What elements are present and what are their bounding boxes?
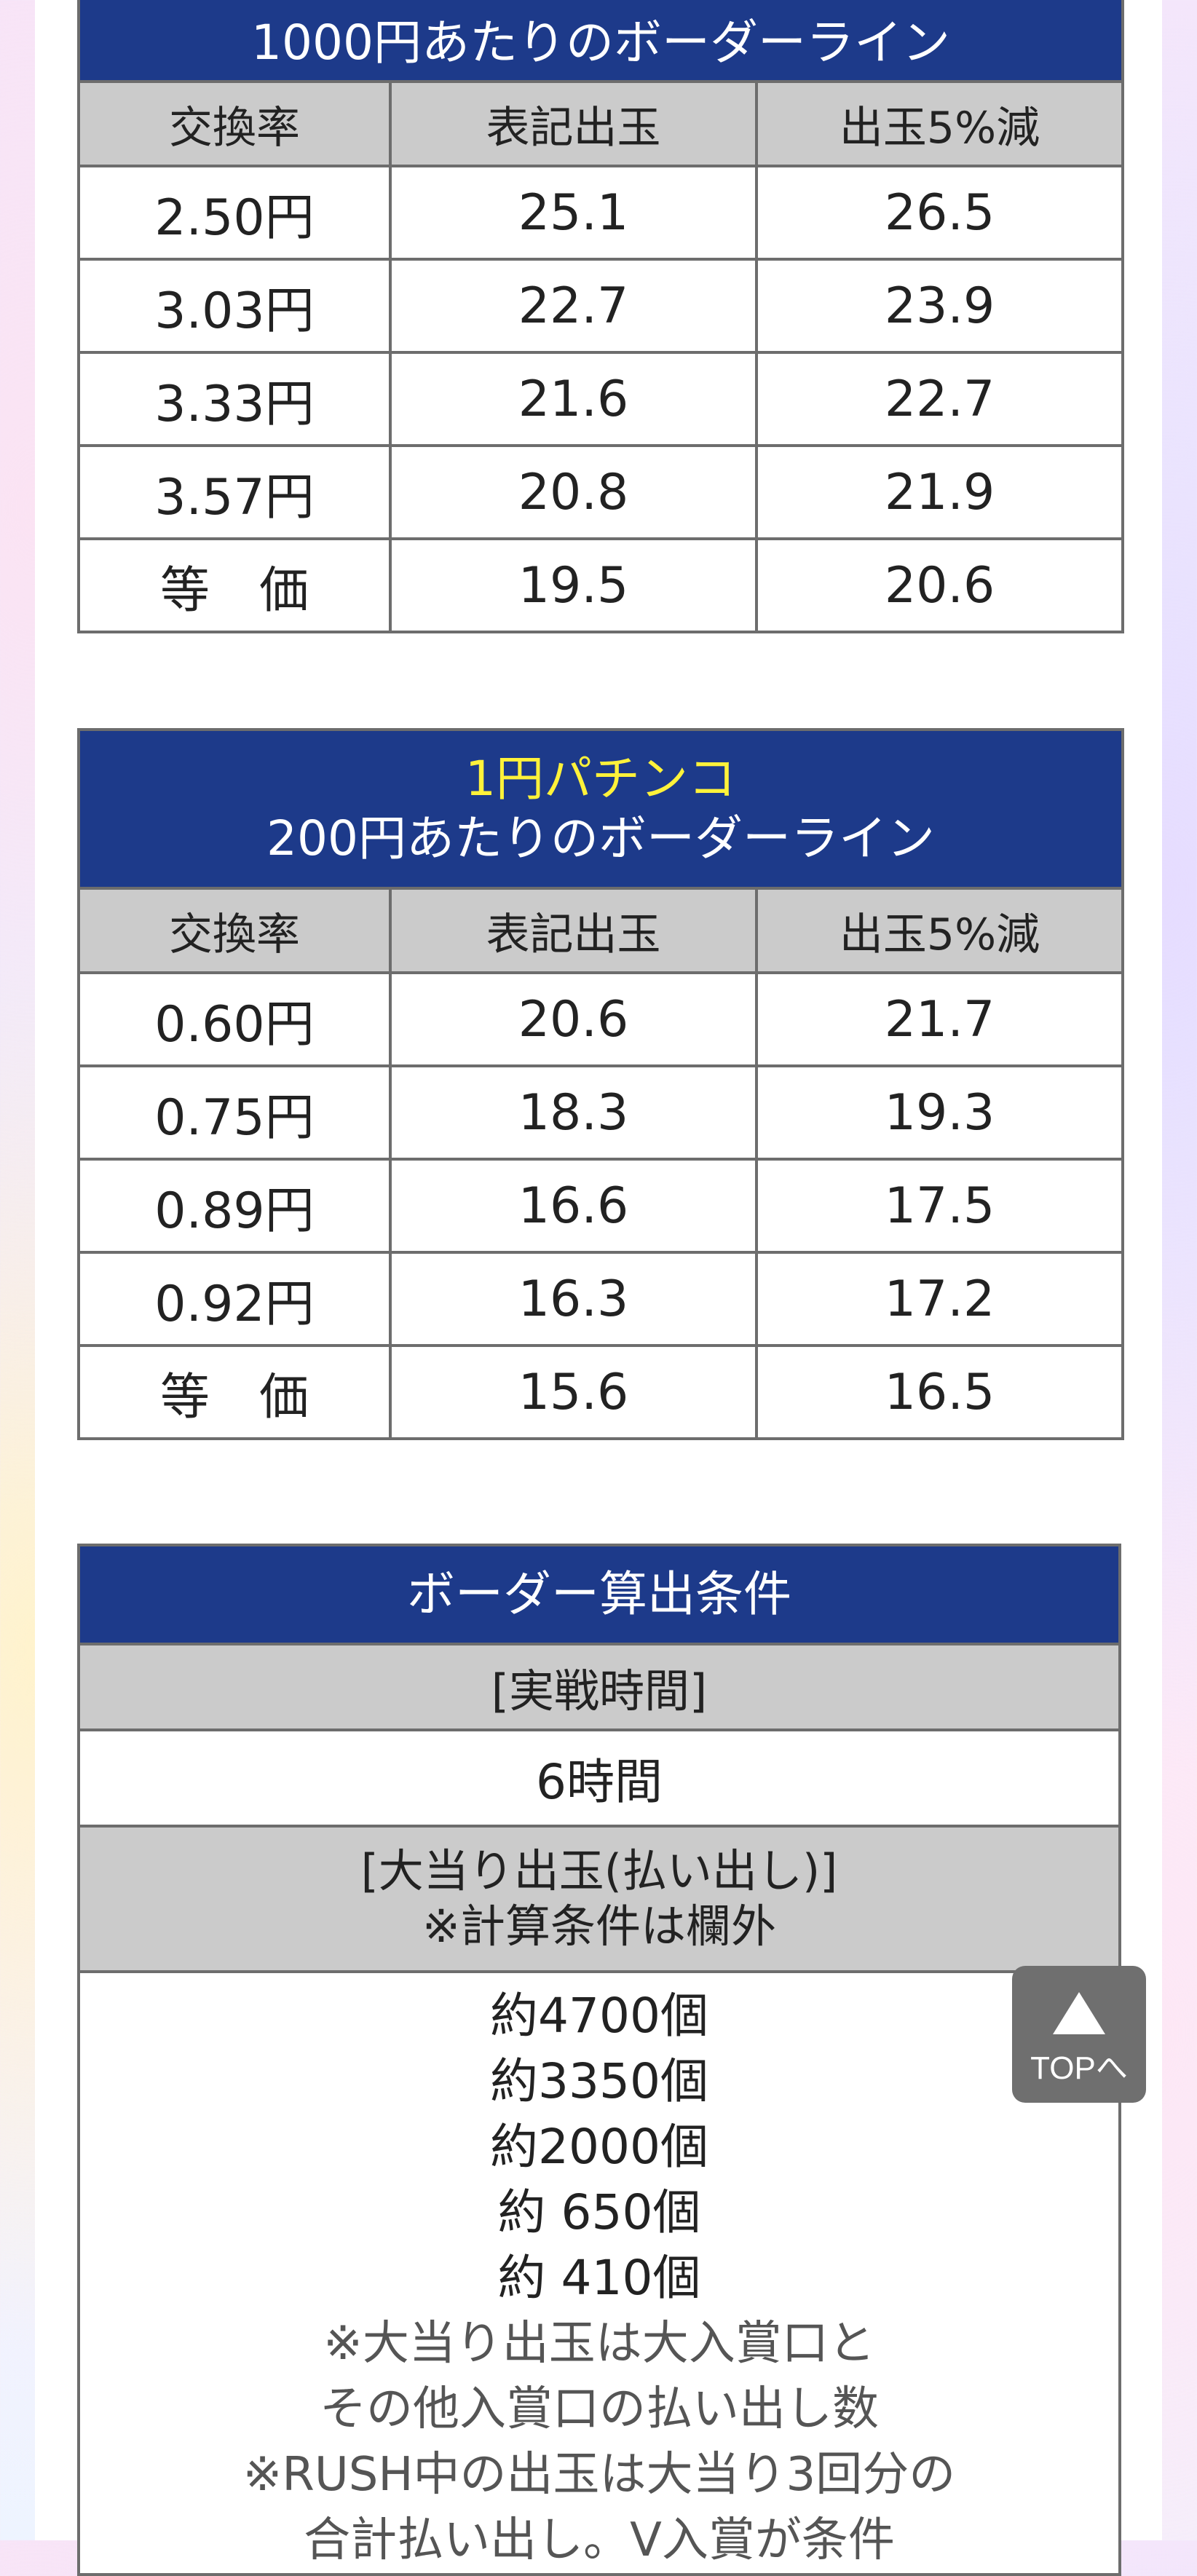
value-cell: 21.6 xyxy=(389,351,758,447)
value-cell: 25.1 xyxy=(389,165,758,261)
table-row: 0.60円 20.6 21.7 xyxy=(77,971,1124,1067)
table-row: 3.03円 22.7 23.9 xyxy=(77,258,1125,354)
payout-label: [大当り出玉(払い出し)] ※計算条件は欄外 xyxy=(77,1825,1121,1973)
column-header: 交換率 xyxy=(77,80,392,167)
value-cell: 19.5 xyxy=(389,537,758,633)
border-conditions-table: ボーダー算出条件 [実戦時間] 6時間 [大当り出玉(払い出し)] ※計算条件は… xyxy=(77,1544,1121,2576)
table-row: 0.89円 16.6 17.5 xyxy=(77,1158,1124,1254)
exchange-rate-cell: 0.89円 xyxy=(77,1158,392,1254)
value-cell: 22.7 xyxy=(389,258,758,354)
column-header: 交換率 xyxy=(77,887,392,974)
exchange-rate-cell: 等 価 xyxy=(77,537,392,633)
table-row: 3.33円 21.6 22.7 xyxy=(77,351,1125,447)
exchange-rate-cell: 3.33円 xyxy=(77,351,392,447)
value-cell: 23.9 xyxy=(754,258,1125,354)
payout-value: 約 650個 xyxy=(497,2184,701,2240)
conditions-title: ボーダー算出条件 xyxy=(77,1544,1121,1645)
value-cell: 21.9 xyxy=(754,444,1125,540)
table-row: 2.50円 25.1 26.5 xyxy=(77,165,1125,261)
exchange-rate-cell: 等 価 xyxy=(77,1344,392,1440)
table-title: 1000円あたりのボーダーライン xyxy=(76,0,1125,83)
value-cell: 18.3 xyxy=(389,1064,758,1161)
note-line: ※大当り出玉は大入賞口と xyxy=(323,2317,875,2371)
exchange-rate-cell: 3.57円 xyxy=(77,444,392,540)
value-cell: 19.3 xyxy=(755,1064,1124,1161)
table-title-sub: 200円あたりのボーダーライン xyxy=(266,810,935,866)
table-header-row: 交換率 表記出玉 出玉5%減 xyxy=(77,80,1125,167)
triangle-up-icon xyxy=(1053,1992,1105,2034)
value-cell: 16.5 xyxy=(755,1344,1124,1440)
table-row: 3.57円 20.8 21.9 xyxy=(77,444,1125,540)
value-cell: 21.7 xyxy=(755,971,1124,1067)
value-cell: 17.2 xyxy=(755,1251,1124,1347)
note-line: その他入賞口の払い出し数 xyxy=(320,2382,879,2436)
border-table-1yen-pachinko: 1円パチンコ 200円あたりのボーダーライン 交換率 表記出玉 出玉5%減 0.… xyxy=(77,728,1124,1440)
value-cell: 26.5 xyxy=(754,165,1125,261)
table-header-row: 交換率 表記出玉 出玉5%減 xyxy=(77,887,1124,974)
table-title: 1円パチンコ 200円あたりのボーダーライン xyxy=(77,728,1124,890)
payout-value: 約4700個 xyxy=(490,1988,708,2044)
note-line: 合計払い出し。V入賞が条件 xyxy=(304,2513,895,2567)
value-cell: 17.5 xyxy=(755,1158,1124,1254)
exchange-rate-cell: 0.92円 xyxy=(77,1251,392,1347)
exchange-rate-cell: 0.75円 xyxy=(77,1064,392,1161)
payout-value: 約3350個 xyxy=(490,2053,708,2109)
exchange-rate-cell: 0.60円 xyxy=(77,971,392,1067)
table-row: 等 価 19.5 20.6 xyxy=(77,537,1125,633)
payout-value: 約2000個 xyxy=(490,2119,708,2175)
play-time-label: [実戦時間] xyxy=(77,1643,1121,1731)
value-cell: 15.6 xyxy=(389,1344,758,1440)
value-cell: 20.6 xyxy=(754,537,1125,633)
exchange-rate-cell: 2.50円 xyxy=(77,165,392,261)
value-cell: 16.3 xyxy=(389,1251,758,1347)
play-time-value: 6時間 xyxy=(77,1728,1121,1828)
payout-value: 約 410個 xyxy=(497,2250,701,2306)
payout-label-title: [大当り出玉(払い出し)] xyxy=(360,1844,838,1897)
exchange-rate-cell: 3.03円 xyxy=(77,258,392,354)
table-row: 0.75円 18.3 19.3 xyxy=(77,1064,1124,1161)
column-header: 表記出玉 xyxy=(389,887,758,974)
column-header: 出玉5%減 xyxy=(755,887,1124,974)
table-row: 等 価 15.6 16.5 xyxy=(77,1344,1124,1440)
table-title-highlight: 1円パチンコ xyxy=(465,751,736,807)
column-header: 表記出玉 xyxy=(389,80,758,167)
value-cell: 20.6 xyxy=(389,971,758,1067)
value-cell: 20.8 xyxy=(389,444,758,540)
back-to-top-button[interactable]: TOPへ xyxy=(1012,1966,1146,2103)
table-row: 0.92円 16.3 17.2 xyxy=(77,1251,1124,1347)
payout-label-note: ※計算条件は欄外 xyxy=(422,1900,776,1953)
border-table-1000yen: 1000円あたりのボーダーライン 交換率 表記出玉 出玉5%減 2.50円 25… xyxy=(76,0,1125,633)
value-cell: 16.6 xyxy=(389,1158,758,1254)
note-line: ※RUSH中の出玉は大当り3回分の xyxy=(242,2448,956,2502)
payout-notes: ※大当り出玉は大入賞口と その他入賞口の払い出し数 ※RUSH中の出玉は大当り3… xyxy=(80,2311,1118,2573)
value-cell: 22.7 xyxy=(754,351,1125,447)
payout-values: 約4700個 約3350個 約2000個 約 650個 約 410個 ※大当り出… xyxy=(77,1970,1121,2576)
back-to-top-label: TOPへ xyxy=(1030,2050,1128,2086)
column-header: 出玉5%減 xyxy=(754,80,1125,167)
